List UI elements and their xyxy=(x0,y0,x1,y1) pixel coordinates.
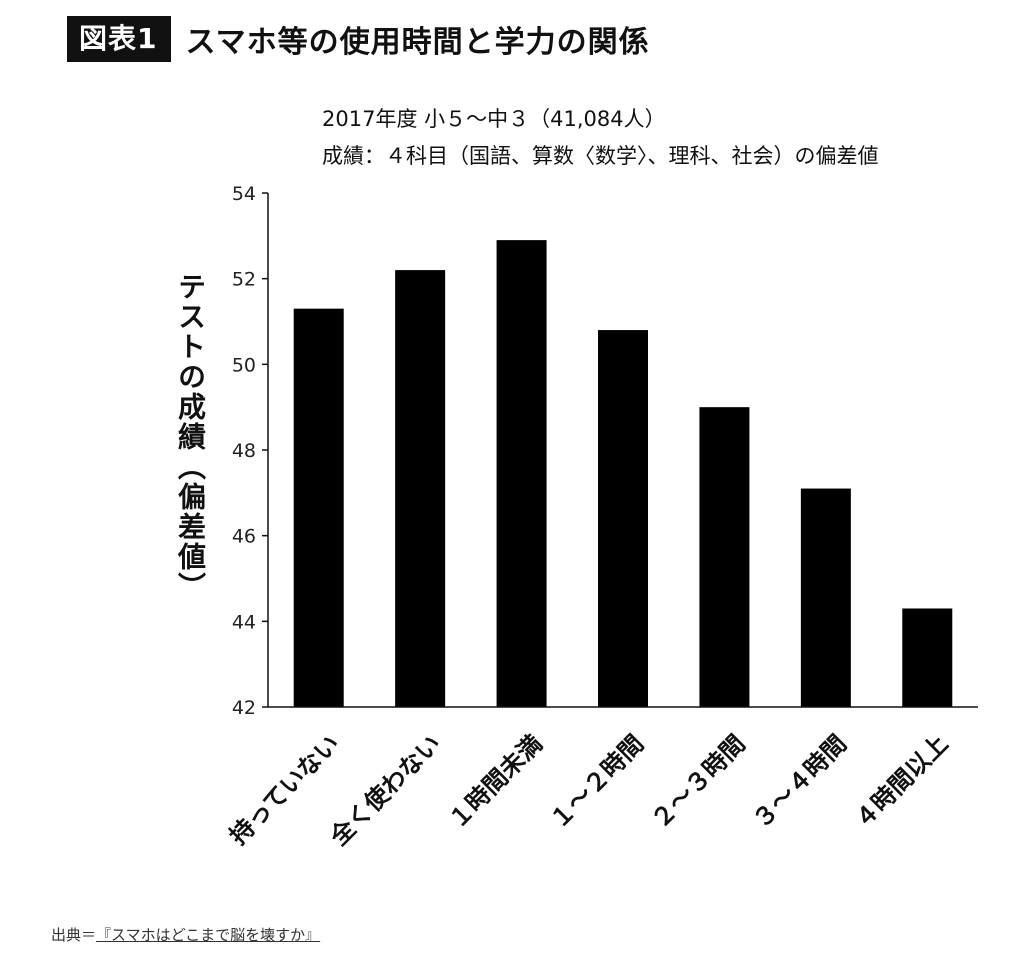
y-tick-label: 42 xyxy=(232,697,256,719)
bar xyxy=(395,270,446,707)
bar xyxy=(293,308,344,707)
chart-subtitle-line-2: 成績：４科目（国語、算数〈数学〉、理科、社会）の偏差値 xyxy=(322,144,879,168)
bar xyxy=(902,608,953,707)
source-credit: 出典＝『スマホはどこまで脳を壊すか』 xyxy=(51,924,320,945)
bar-chart: 42444648505254持っていない全く使わない１時間未満１～２時間２～３時… xyxy=(224,183,978,852)
x-category-label: ３～４時間 xyxy=(747,729,852,834)
y-axis-label: テストの成績（偏差値） xyxy=(174,272,207,602)
x-category-label: ２～３時間 xyxy=(646,729,751,834)
bar xyxy=(598,330,648,707)
x-category-label: １～２時間 xyxy=(545,729,650,834)
x-category-label: １時間未満 xyxy=(443,729,548,834)
y-tick-label: 44 xyxy=(232,611,256,633)
bar xyxy=(496,240,547,707)
chart-subtitle-line-1: 2017年度 小５～中３（41,084人） xyxy=(322,107,666,131)
figure-number-badge: 図表1 xyxy=(67,16,172,62)
x-category-label: ４時間以上 xyxy=(849,729,954,834)
y-tick-label: 46 xyxy=(232,526,256,548)
y-tick-label: 50 xyxy=(232,354,256,376)
figure-title: スマホ等の使用時間と学力の関係 xyxy=(185,25,650,60)
y-tick-label: 48 xyxy=(232,440,256,462)
bar xyxy=(800,488,851,707)
bar xyxy=(699,407,750,707)
figure-header: 図表1 スマホ等の使用時間と学力の関係 xyxy=(67,14,650,64)
y-tick-label: 54 xyxy=(232,183,256,205)
y-tick-label: 52 xyxy=(232,269,256,291)
source-prefix: 出典＝ xyxy=(51,926,97,944)
source-book-link[interactable]: 『スマホはどこまで脳を壊すか』 xyxy=(96,926,321,944)
